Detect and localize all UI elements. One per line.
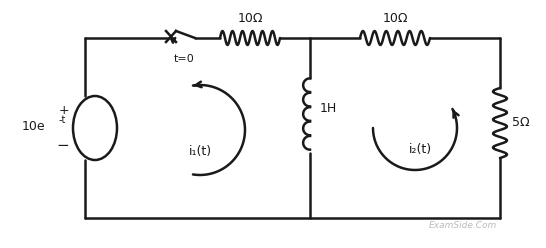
Text: 5Ω: 5Ω <box>512 117 530 129</box>
Text: i₂(t): i₂(t) <box>408 143 431 156</box>
Text: -t: -t <box>59 115 67 125</box>
Text: ExamSide.Com: ExamSide.Com <box>429 221 497 230</box>
Text: 1H: 1H <box>320 102 337 116</box>
Text: t=0: t=0 <box>174 54 195 64</box>
Text: 10e: 10e <box>21 120 45 132</box>
Ellipse shape <box>73 96 117 160</box>
Text: 10Ω: 10Ω <box>382 12 408 25</box>
Text: 10Ω: 10Ω <box>238 12 263 25</box>
Text: −: − <box>56 138 69 154</box>
Text: +: + <box>58 103 69 117</box>
Text: i₁(t): i₁(t) <box>188 145 211 158</box>
